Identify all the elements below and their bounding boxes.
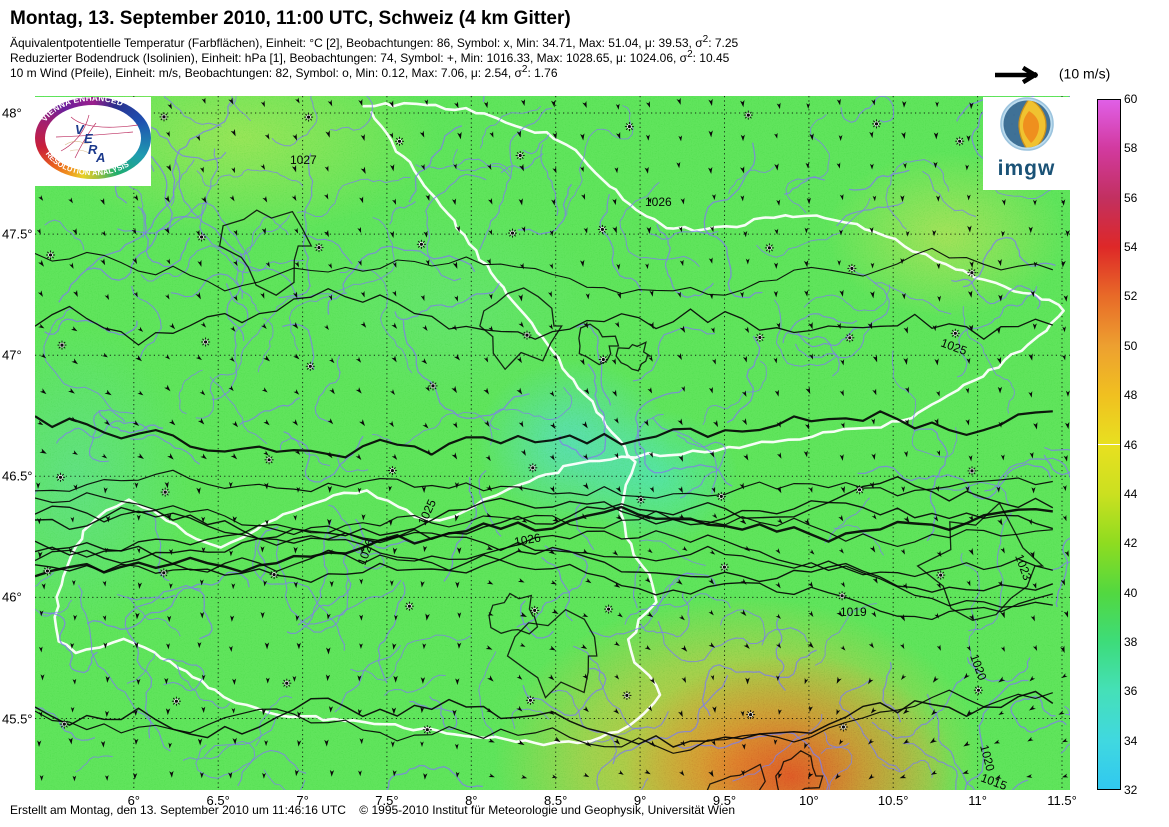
svg-text:1019: 1019 [840,605,867,619]
svg-text:1026: 1026 [645,195,672,209]
svg-text:VIENNA ENHANCED: VIENNA ENHANCED [40,97,125,123]
svg-text:A: A [95,150,105,165]
svg-text:1027: 1027 [290,153,317,167]
